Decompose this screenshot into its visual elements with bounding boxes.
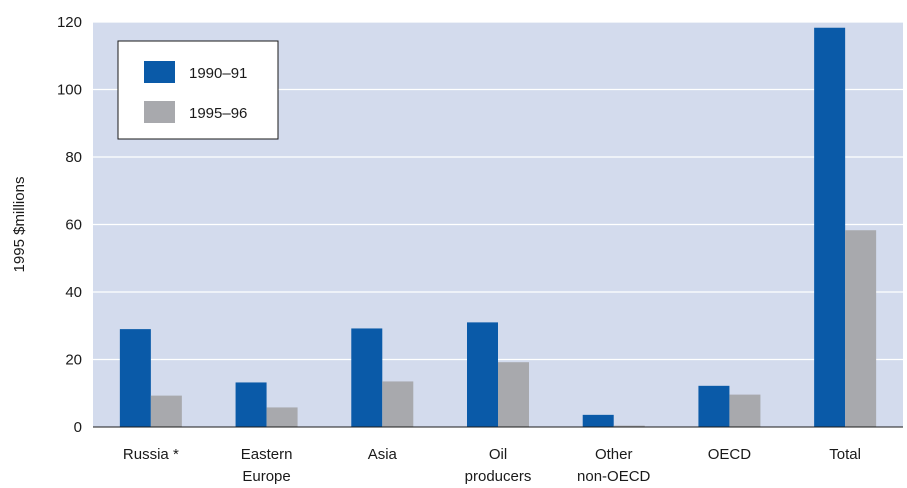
- bar-series-2: [150, 395, 182, 427]
- bar-series-2: [613, 425, 645, 427]
- x-category-label: Russia *: [123, 446, 179, 463]
- y-axis-ticks: 0 20 40 60 80 100 120: [57, 14, 82, 436]
- x-axis-labels: Russia * Eastern Europe Asia Oil producers Oth…: [123, 446, 861, 485]
- bar-series-2: [382, 381, 414, 427]
- y-tick-label: 20: [65, 352, 82, 369]
- y-tick-label: 120: [57, 14, 82, 31]
- x-category-label: producers: [465, 468, 532, 485]
- y-tick-label: 100: [57, 82, 82, 99]
- legend-label: 1990–91: [189, 65, 247, 82]
- x-category-label: Total: [829, 446, 861, 463]
- y-tick-label: 80: [65, 149, 82, 166]
- bar-series-1: [235, 382, 267, 427]
- bar-series-1: [351, 328, 383, 427]
- x-category-label: Asia: [368, 446, 398, 463]
- bars: [119, 27, 877, 428]
- y-tick-label: 60: [65, 217, 82, 234]
- x-category-label: Eastern: [241, 446, 293, 463]
- x-category-label: Europe: [242, 468, 290, 485]
- y-axis-title: 1995 $millions: [11, 177, 28, 273]
- x-category-label: OECD: [708, 446, 752, 463]
- legend-box: [117, 40, 279, 140]
- bar-series-1: [467, 322, 498, 427]
- bar-series-2: [845, 230, 877, 427]
- bar-series-2: [498, 362, 529, 427]
- legend: 1990–91 1995–96: [117, 40, 279, 140]
- bar-series-2: [266, 407, 298, 427]
- bar-series-1: [814, 27, 846, 428]
- y-tick-label: 40: [65, 284, 82, 301]
- legend-label: 1995–96: [189, 105, 247, 122]
- bar-series-1: [698, 385, 730, 427]
- bar-series-1: [582, 414, 614, 427]
- bar-series-1: [119, 329, 151, 427]
- legend-swatch: [144, 101, 175, 123]
- bar-series-2: [729, 394, 761, 427]
- x-category-label: non-OECD: [577, 468, 651, 485]
- legend-swatch: [144, 61, 175, 83]
- x-category-label: Other: [595, 446, 633, 463]
- grid-lines: [93, 21, 903, 361]
- x-category-label: Oil: [489, 446, 507, 463]
- y-tick-label: 0: [74, 419, 82, 436]
